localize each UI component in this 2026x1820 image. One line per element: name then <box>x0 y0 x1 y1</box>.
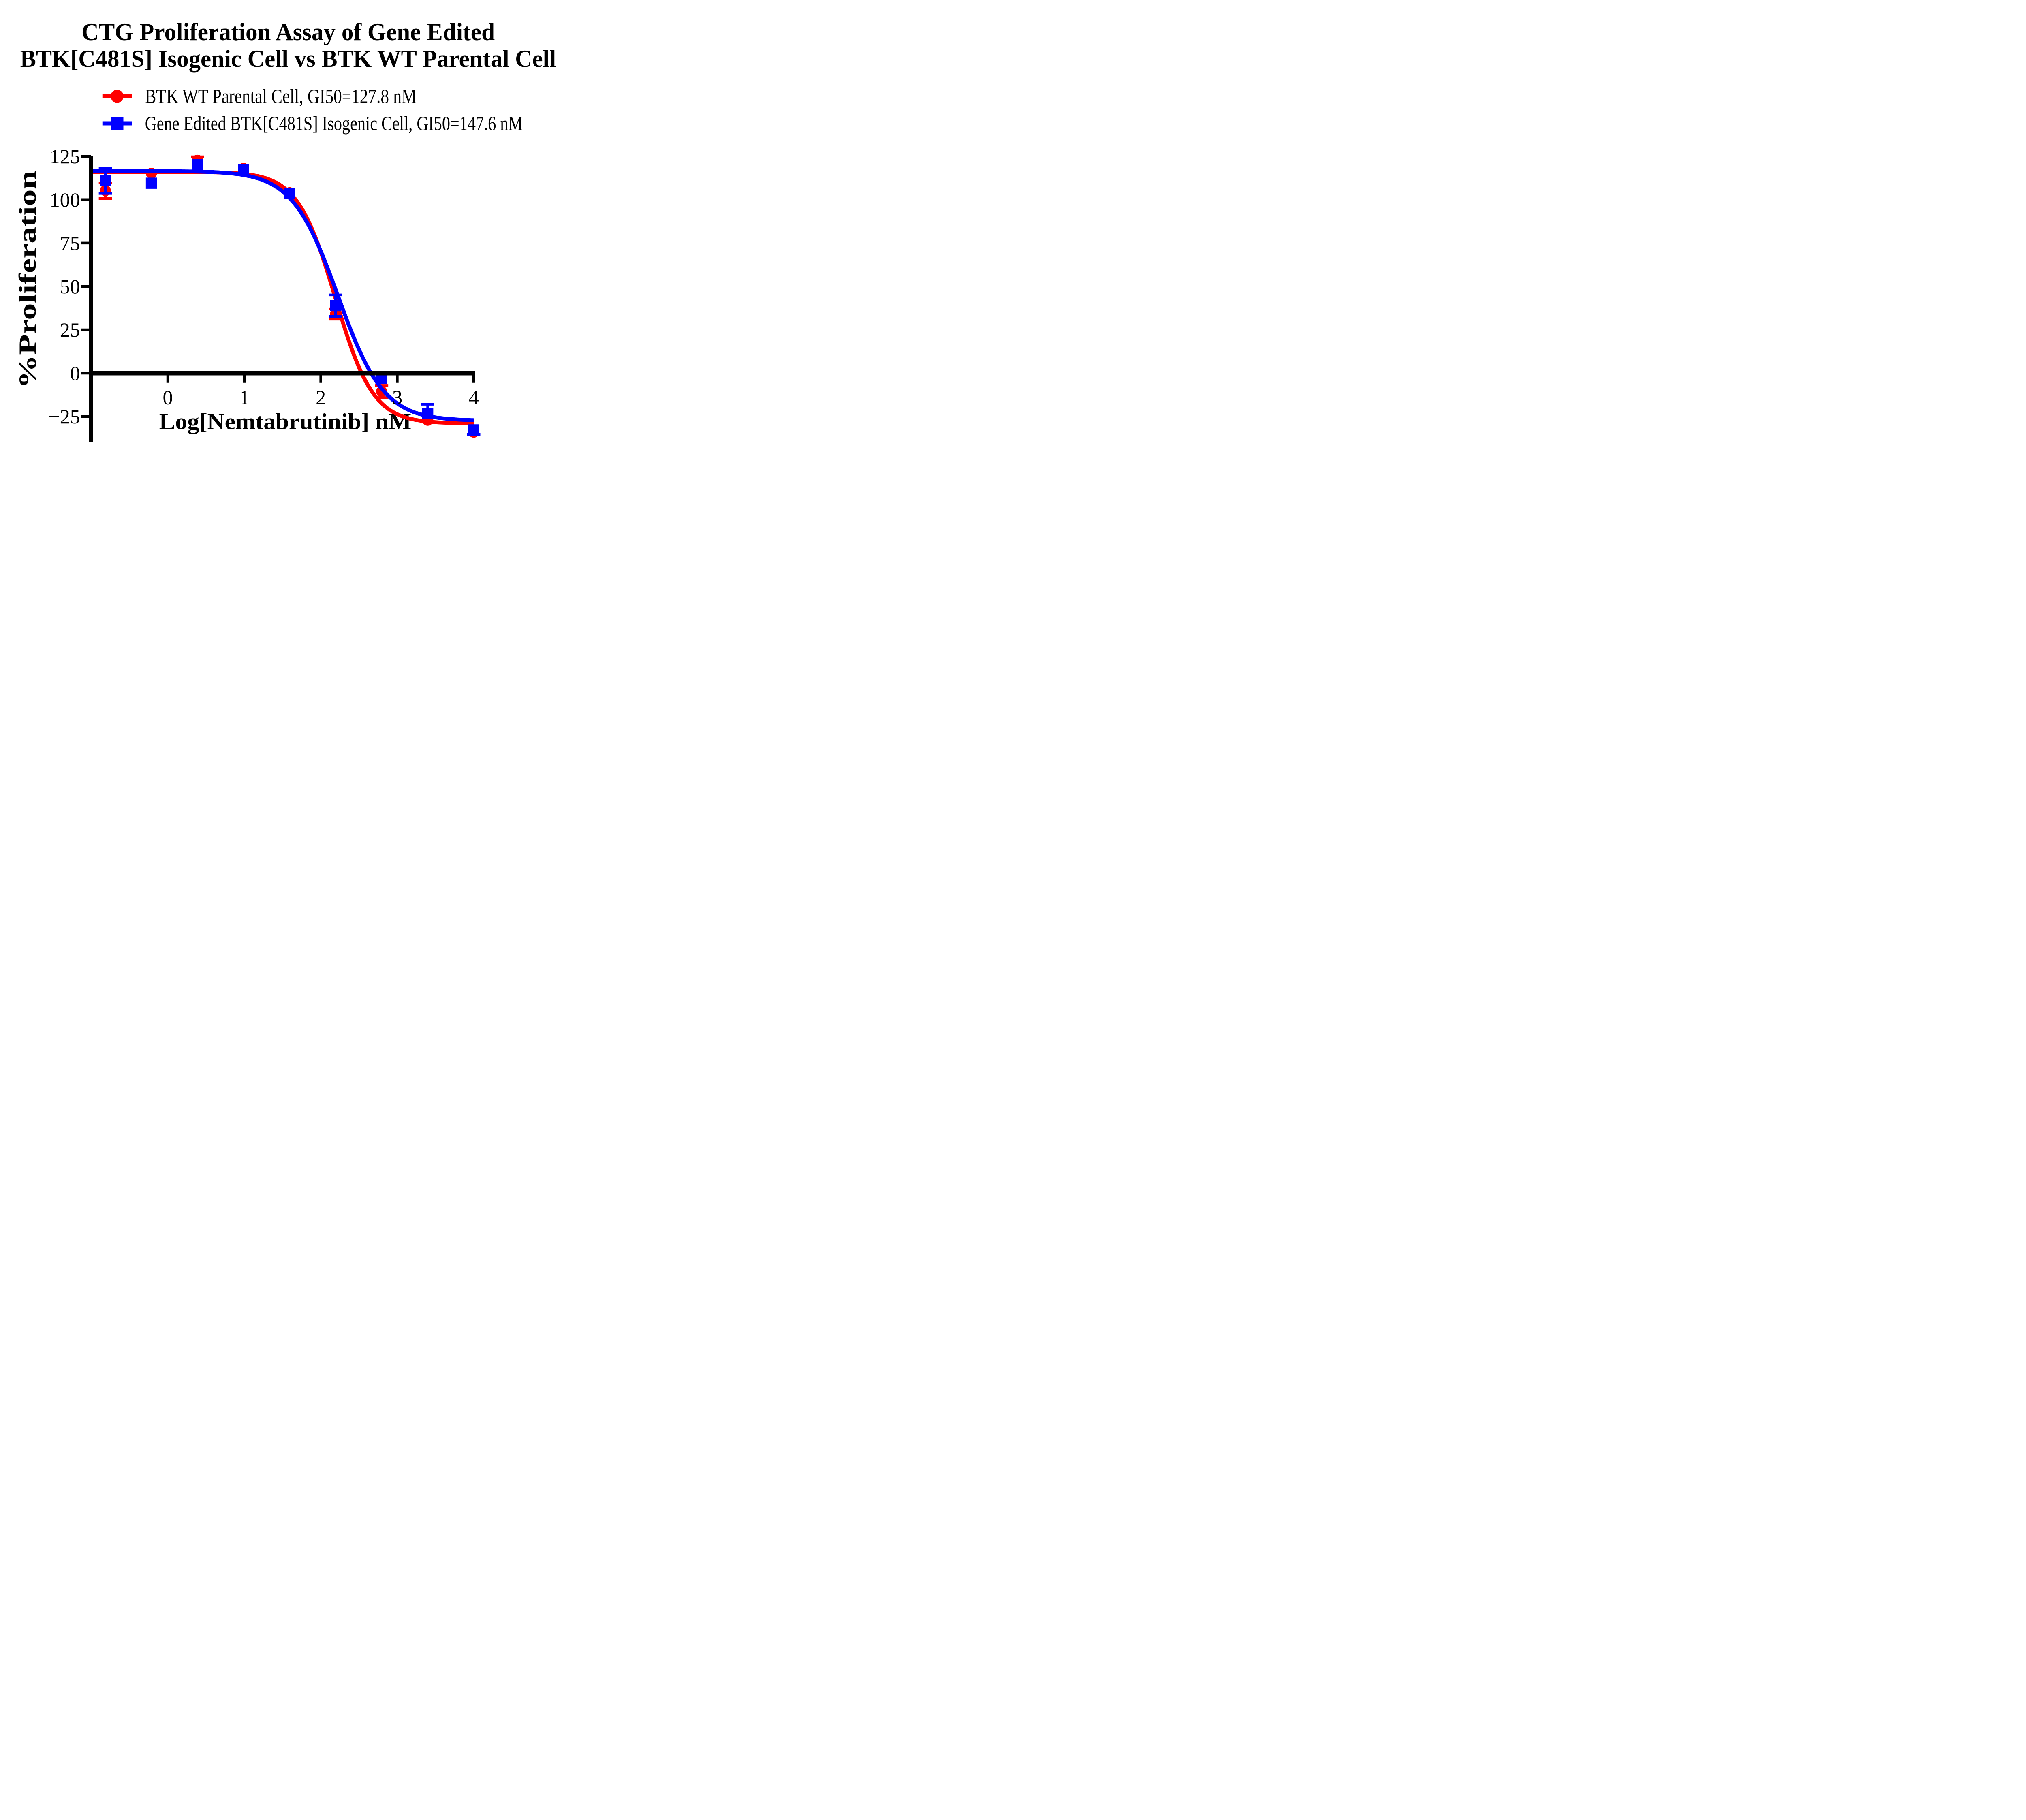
y-axis-label: %Proliferation <box>14 171 41 389</box>
axes-layer <box>81 155 475 442</box>
tick-label-layer: 125 100 75 50 25 0 −25 0 1 2 3 4 <box>49 145 479 428</box>
legend-square-marker-icon <box>111 117 124 130</box>
legend-item-wt: BTK WT Parental Cell, GI50=127.8 nM <box>102 85 417 107</box>
data-point-square <box>284 188 295 199</box>
series-layer <box>91 154 481 438</box>
chart-canvas: CTG Proliferation Assay of Gene Edited B… <box>14 19 556 442</box>
figure: CTG Proliferation Assay of Gene Edited B… <box>0 0 576 455</box>
legend: BTK WT Parental Cell, GI50=127.8 nM Gene… <box>102 85 523 135</box>
data-point-square <box>145 177 157 189</box>
y-tick-label: −25 <box>49 405 80 428</box>
data-point-square <box>330 300 342 312</box>
x-tick-label: 2 <box>316 386 326 409</box>
legend-label-c481s: Gene Edited BTK[C481S] Isogenic Cell, GI… <box>145 112 523 135</box>
x-tick-label: 3 <box>392 386 402 409</box>
fit-curve <box>91 170 475 425</box>
y-tick-label: 75 <box>60 232 80 254</box>
chart-title-line-1: CTG Proliferation Assay of Gene Edited <box>81 19 495 45</box>
chart-title-line-2: BTK[C481S] Isogenic Cell vs BTK WT Paren… <box>20 45 556 72</box>
legend-label-wt: BTK WT Parental Cell, GI50=127.8 nM <box>145 85 417 107</box>
y-tick-label: 50 <box>60 275 80 298</box>
data-point-square <box>192 159 203 171</box>
legend-circle-marker-icon <box>111 90 124 103</box>
x-tick-label: 0 <box>163 386 173 409</box>
data-point-square <box>468 424 479 436</box>
y-tick-label: 100 <box>50 188 80 211</box>
x-axis-label: Log[Nemtabrutinib] nM <box>159 409 412 434</box>
x-tick-label: 4 <box>469 386 479 409</box>
y-tick-label: 0 <box>70 362 80 385</box>
data-point-square <box>100 175 111 186</box>
y-tick-label: 125 <box>50 145 80 168</box>
x-tick-label: 1 <box>239 386 249 409</box>
y-tick-label: 25 <box>60 318 80 341</box>
data-point-square <box>238 164 249 175</box>
fit-curve <box>91 169 475 422</box>
data-point-square <box>422 408 434 419</box>
legend-item-c481s: Gene Edited BTK[C481S] Isogenic Cell, GI… <box>102 112 523 135</box>
